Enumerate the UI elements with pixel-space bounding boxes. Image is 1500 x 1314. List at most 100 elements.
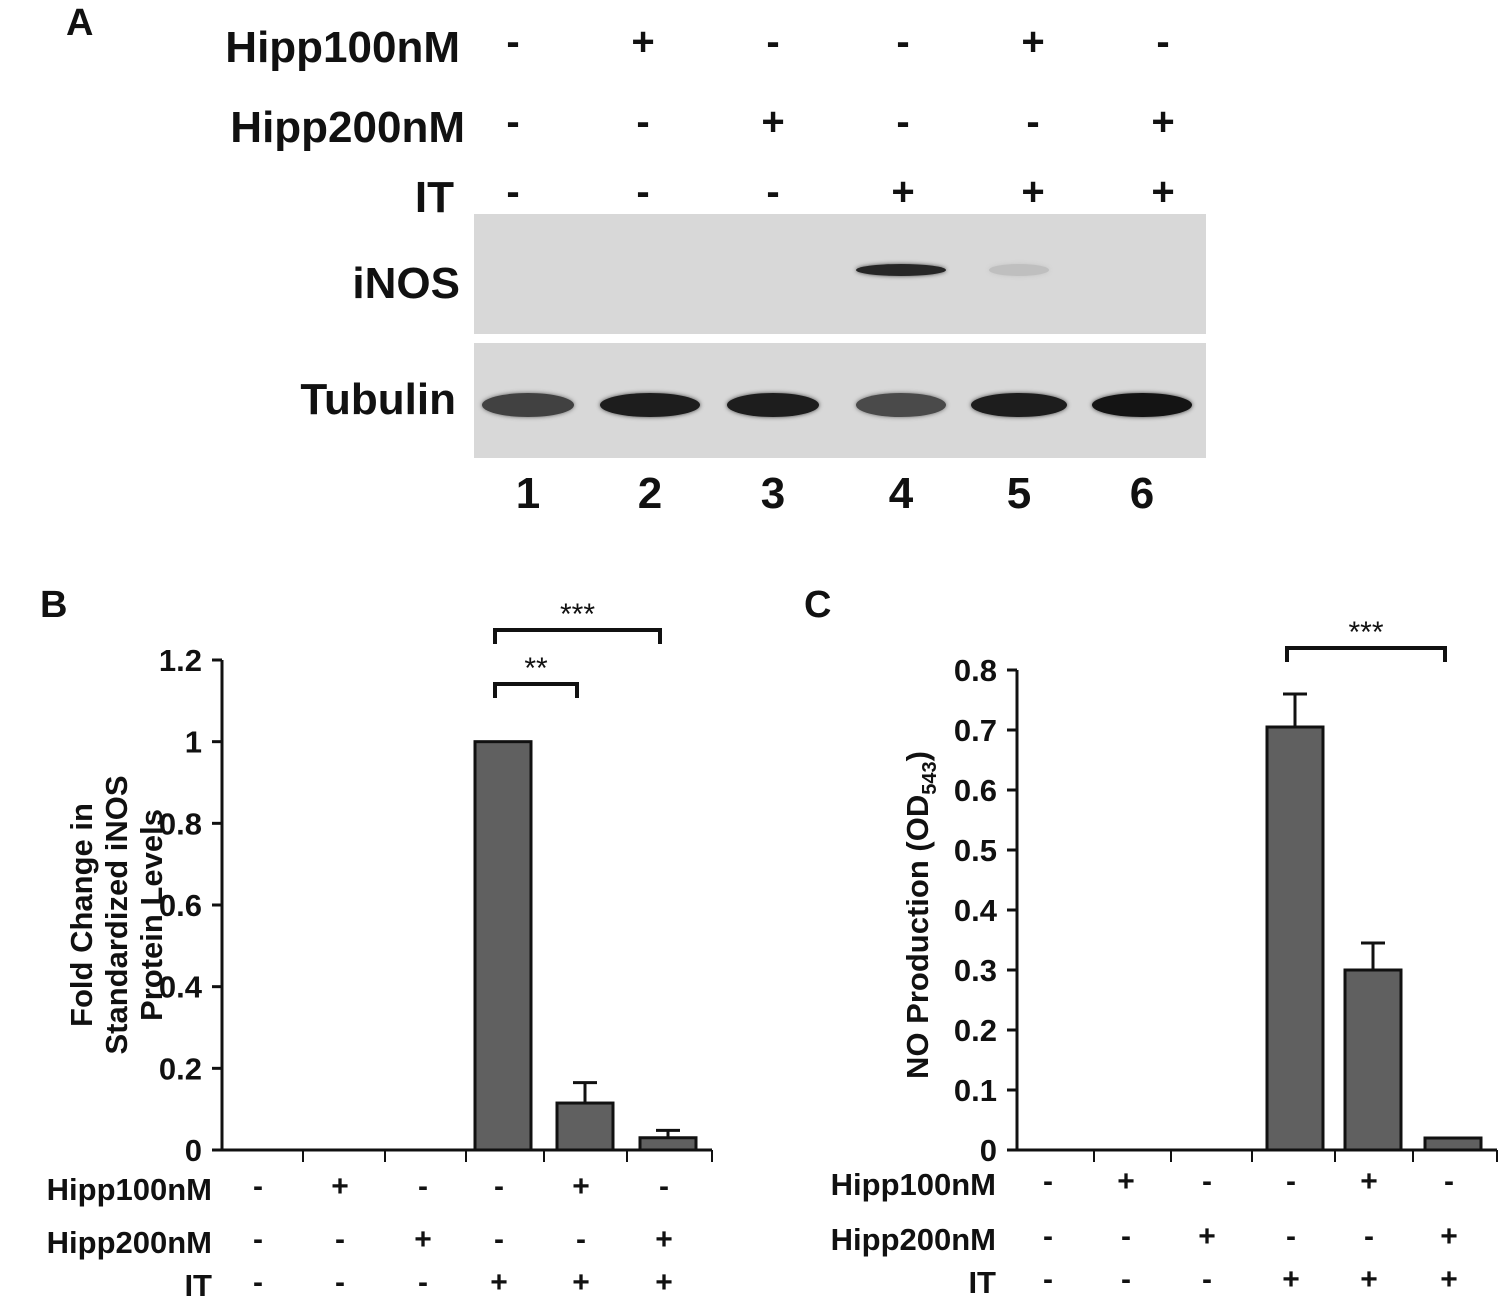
y-axis-label: NO Production (OD543) [900, 751, 941, 1079]
condition-sign: - [253, 1170, 263, 1203]
y-tick-label: 0.2 [954, 1013, 997, 1048]
bar [473, 740, 533, 1152]
condition-sign: - [1364, 1220, 1374, 1253]
condition-sign: - [1121, 1263, 1131, 1296]
condition-sign: - [1286, 1220, 1296, 1253]
condition-label: IT [968, 1265, 996, 1300]
significance-label: *** [560, 598, 595, 631]
y-axis-label: Protein Levels [134, 809, 169, 1021]
tubulin-band [482, 393, 574, 417]
tubulin-band [600, 393, 700, 417]
panel-a-sign: + [761, 100, 785, 144]
y-tick-label: 0.4 [954, 893, 998, 928]
panel-a-sign: - [766, 170, 780, 214]
condition-sign: + [1360, 1165, 1378, 1198]
panel-a-sign: - [506, 20, 520, 64]
y-tick-label: 1 [185, 725, 202, 760]
condition-sign: - [1202, 1165, 1212, 1198]
lane-number: 5 [1006, 469, 1032, 518]
condition-sign: + [331, 1170, 349, 1203]
condition-sign: - [253, 1266, 263, 1299]
condition-sign: + [572, 1266, 590, 1299]
tubulin-band [856, 393, 946, 417]
significance-bracket [493, 682, 579, 698]
condition-sign: + [414, 1223, 432, 1256]
y-tick-label: 0.6 [159, 888, 202, 923]
significance-label: *** [1348, 616, 1383, 649]
condition-sign: + [1282, 1263, 1300, 1296]
panel-a-row-label-it: IT [414, 173, 454, 222]
bar [638, 1136, 698, 1152]
condition-sign: - [335, 1266, 345, 1299]
inos-band [989, 264, 1049, 276]
condition-sign: - [418, 1170, 428, 1203]
y-tick-label: 0.6 [954, 773, 997, 808]
panel-a-sign: - [1156, 20, 1170, 64]
condition-sign: - [659, 1170, 669, 1203]
y-axis-label-close: ) [900, 751, 935, 761]
condition-label: Hipp200nM [47, 1225, 212, 1260]
panel-a-sign: + [1151, 100, 1175, 144]
lane-number: 3 [760, 469, 786, 518]
y-axis-label: Fold Change in [64, 803, 99, 1027]
y-tick-label: 0.8 [954, 653, 997, 688]
condition-sign: - [1043, 1220, 1053, 1253]
condition-sign: + [572, 1170, 590, 1203]
condition-label: Hipp200nM [831, 1222, 996, 1257]
significance-bracket [1285, 646, 1447, 662]
condition-sign: - [418, 1266, 428, 1299]
lane-number: 4 [888, 469, 914, 518]
lane-number: 6 [1129, 469, 1155, 518]
condition-sign: + [1198, 1220, 1216, 1253]
condition-sign: - [1043, 1165, 1053, 1198]
lane-number: 1 [515, 469, 541, 518]
significance-label: ** [524, 652, 548, 685]
condition-sign: + [490, 1266, 508, 1299]
panel-c-letter: C [804, 584, 832, 626]
condition-sign: - [576, 1223, 586, 1256]
y-tick-label: 0.4 [159, 970, 203, 1005]
condition-label: Hipp100nM [47, 1172, 212, 1207]
bar [1423, 1136, 1483, 1152]
condition-sign: - [494, 1170, 504, 1203]
y-tick-label: 1.2 [159, 643, 202, 678]
condition-sign: - [1444, 1165, 1454, 1198]
condition-label: Hipp100nM [831, 1167, 996, 1202]
y-axis-label-subscript: 543 [919, 761, 941, 794]
panel-a-sign: - [506, 100, 520, 144]
panel-a-sign: + [1021, 20, 1045, 64]
bar [1343, 968, 1403, 1152]
y-tick-label: 0.8 [159, 806, 202, 841]
y-tick-label: 0.1 [954, 1073, 997, 1108]
y-tick-label: 0.3 [954, 953, 997, 988]
condition-sign: - [1043, 1263, 1053, 1296]
inos-band [856, 264, 946, 276]
tubulin-band [1092, 393, 1192, 417]
panel-a-sign: - [766, 20, 780, 64]
y-axis-label-main: NO Production (OD [900, 795, 935, 1079]
y-tick-label: 0.5 [954, 833, 997, 868]
panel-b-letter: B [40, 584, 68, 626]
tubulin-band [727, 393, 819, 417]
y-axis-label: Standardized iNOS [99, 775, 134, 1054]
panel-a-sign: - [896, 20, 910, 64]
significance-bracket [493, 628, 662, 644]
condition-label: IT [184, 1268, 212, 1303]
condition-sign: + [1117, 1165, 1135, 1198]
panel-a-sign: - [896, 100, 910, 144]
panel-a-sign: + [1021, 170, 1045, 214]
panel-a-sign: + [891, 170, 915, 214]
tubulin-band [971, 393, 1067, 417]
condition-sign: - [253, 1223, 263, 1256]
tubulin-blot [474, 343, 1206, 458]
bar [1265, 725, 1325, 1152]
y-tick-label: 0 [185, 1133, 202, 1168]
y-tick-label: 0.2 [159, 1051, 202, 1086]
tubulin-label: Tubulin [300, 375, 456, 424]
condition-sign: - [494, 1223, 504, 1256]
inos-label: iNOS [352, 259, 460, 308]
y-tick-label: 0.7 [954, 713, 997, 748]
bar [555, 1101, 615, 1152]
condition-sign: - [1286, 1165, 1296, 1198]
